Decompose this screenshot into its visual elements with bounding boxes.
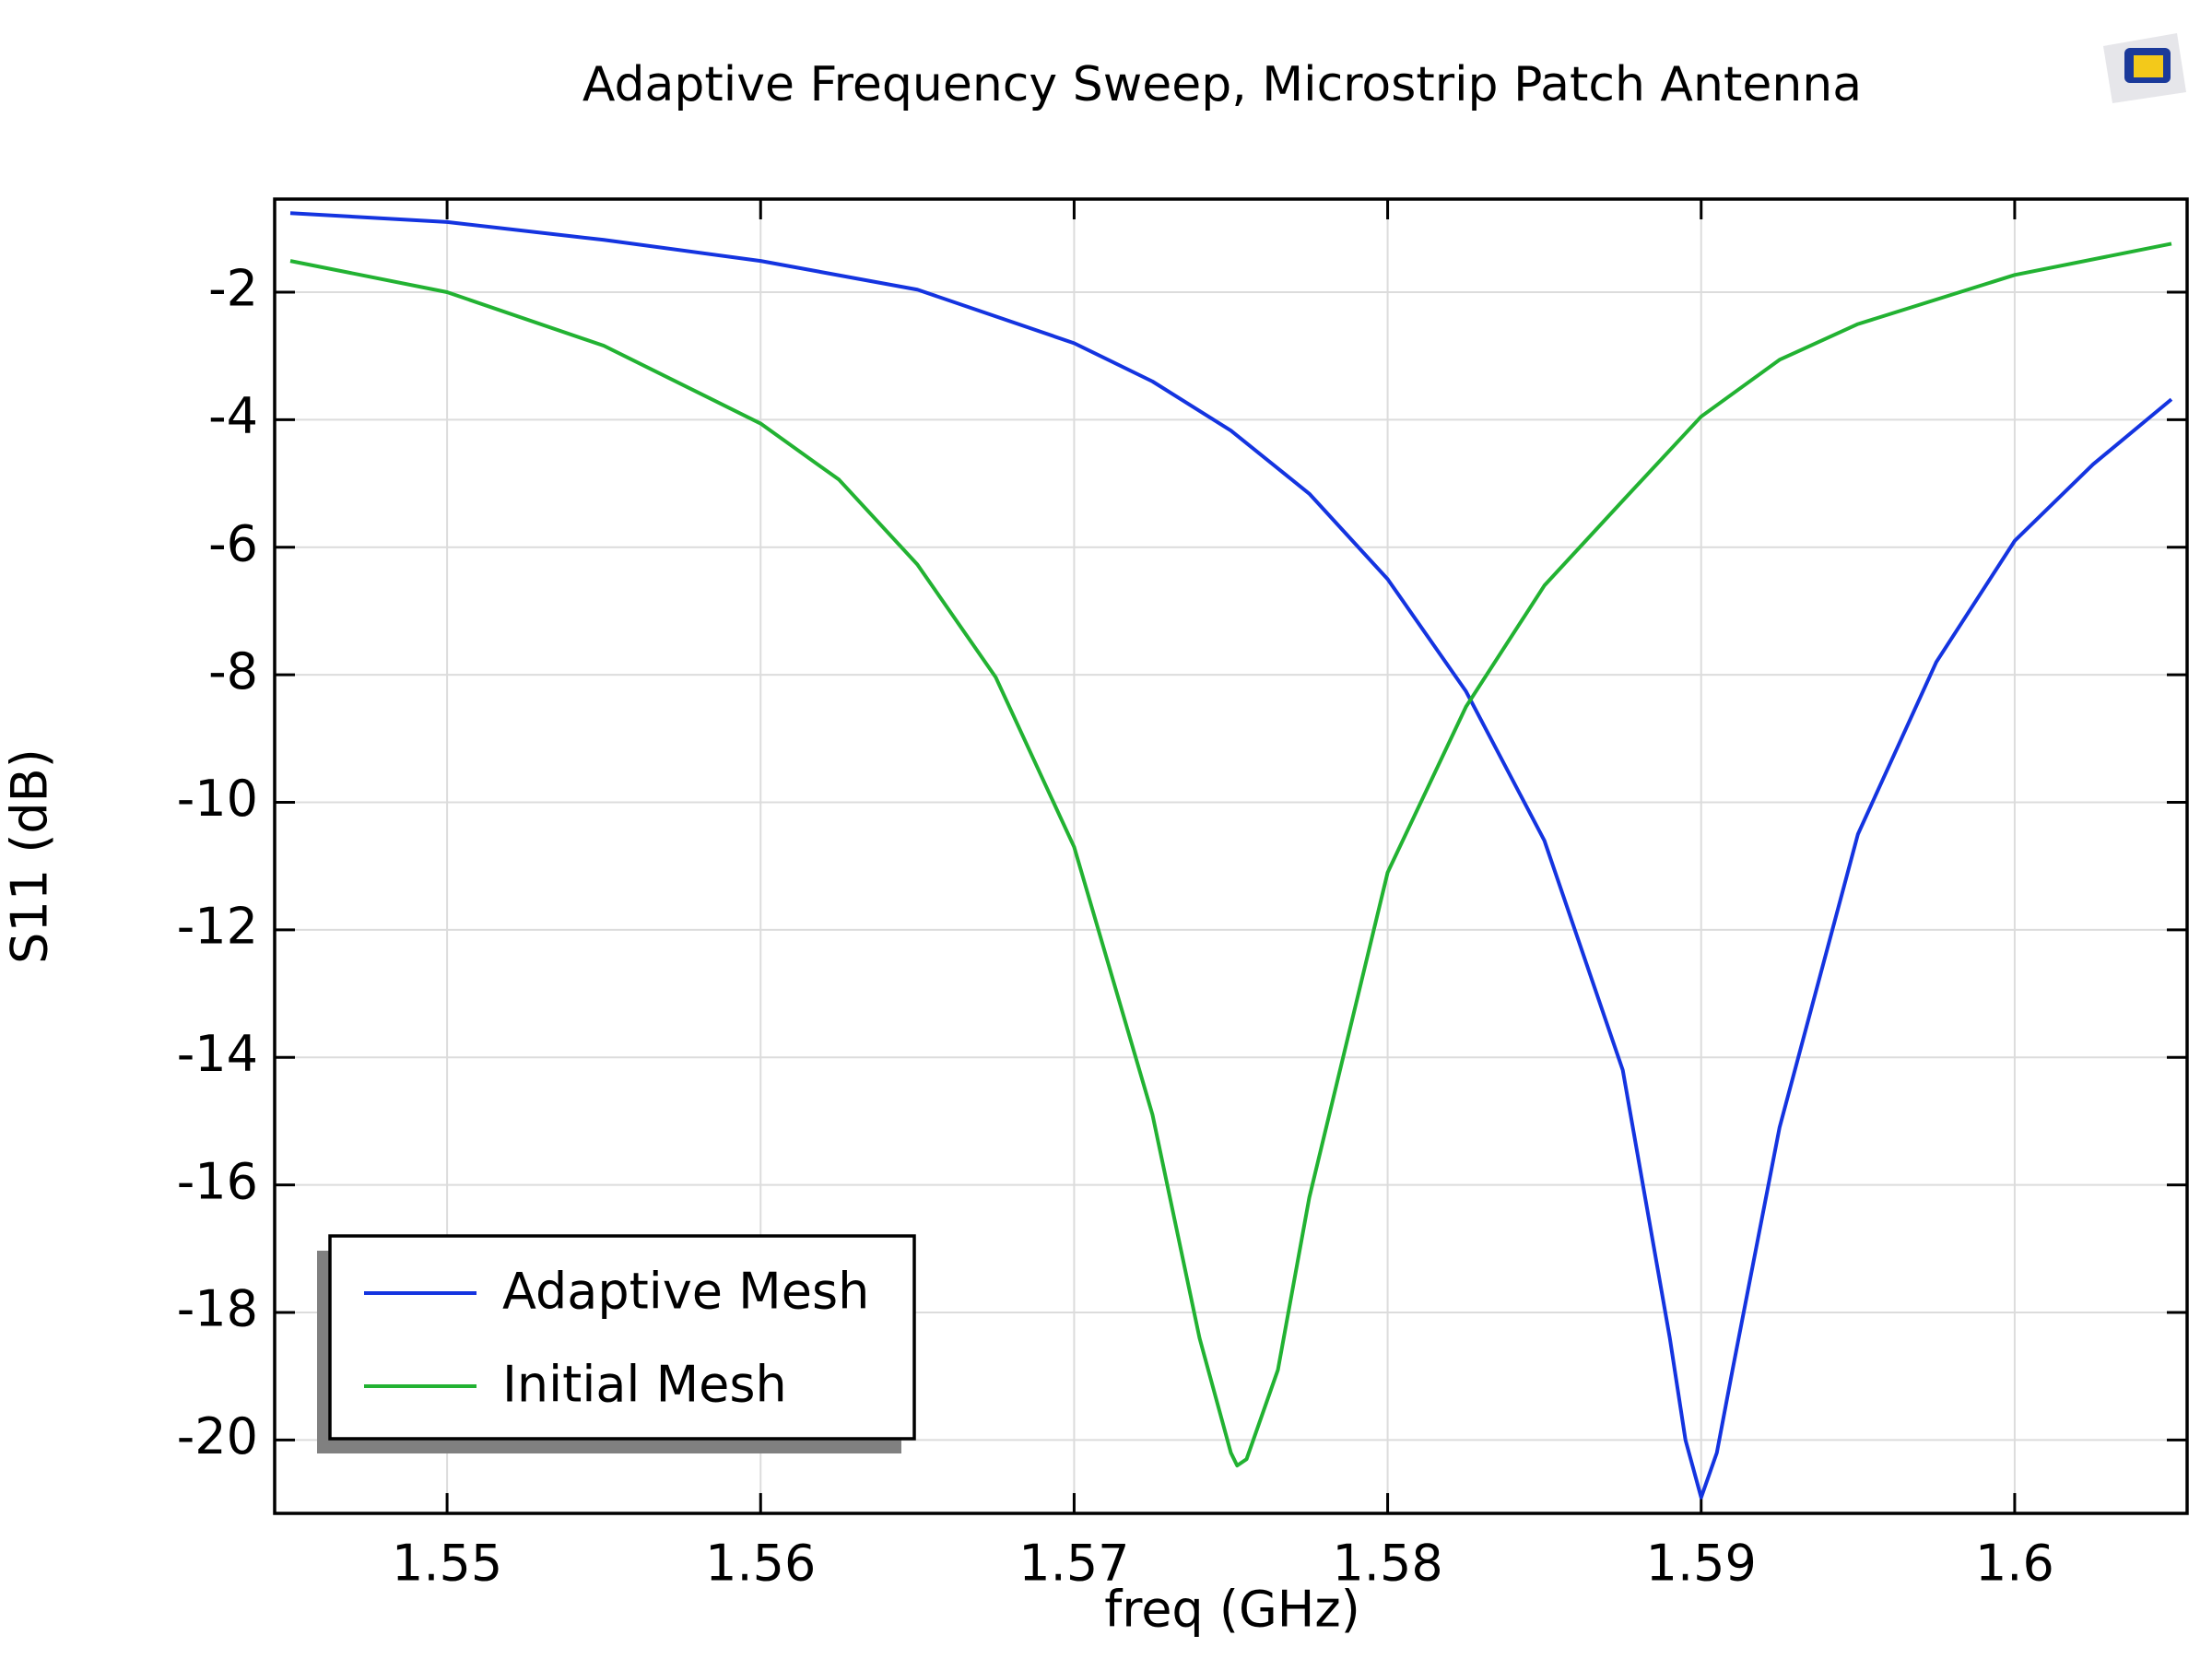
y-tick-label: -12 [177, 898, 258, 956]
y-tick-label: -20 [177, 1407, 258, 1465]
series-line [289, 211, 2173, 1500]
plot-area [273, 197, 2189, 1515]
x-tick-label: 1.55 [392, 1535, 502, 1593]
x-tick-label: 1.58 [1332, 1535, 1442, 1593]
x-tick-label: 1.57 [1018, 1535, 1129, 1593]
y-tick-label: -4 [208, 387, 258, 445]
x-tick-label: 1.59 [1646, 1535, 1757, 1593]
legend-label: Initial Mesh [502, 1356, 787, 1414]
y-tick-label: -18 [177, 1280, 258, 1338]
x-axis-label: freq (GHz) [1104, 1581, 1360, 1639]
y-tick-label: -2 [208, 260, 258, 318]
logo-center [2134, 55, 2163, 77]
y-tick-label: -16 [177, 1152, 258, 1210]
legend: Adaptive Mesh Initial Mesh [317, 1234, 916, 1453]
x-tick-label: 1.6 [1975, 1535, 2054, 1593]
y-tick-label: -8 [208, 642, 258, 700]
logo [2103, 33, 2186, 103]
y-tick-label: -6 [208, 514, 258, 572]
legend-box [328, 1234, 916, 1441]
series-line [289, 241, 2172, 1468]
plot-frame [273, 197, 2189, 1515]
y-axis-label: S11 (dB) [1, 748, 59, 964]
legend-label: Adaptive Mesh [502, 1263, 869, 1321]
x-tick-label: 1.56 [705, 1535, 816, 1593]
y-tick-label: -10 [177, 770, 258, 828]
chart-title: Adaptive Frequency Sweep, Microstrip Pat… [582, 57, 1862, 112]
y-tick-label: -14 [177, 1025, 258, 1083]
